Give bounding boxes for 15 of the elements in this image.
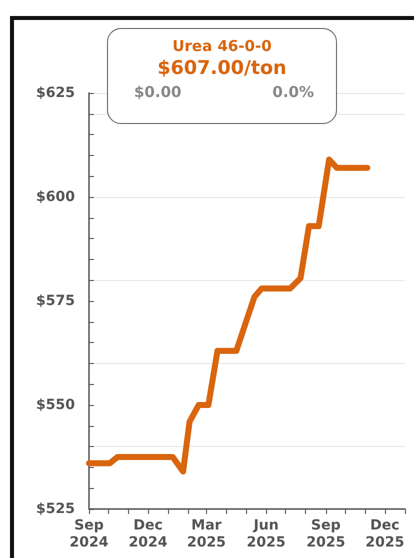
y-tick-label: $575 [36, 293, 75, 309]
x-tick-label: Dec 2024 [128, 518, 168, 550]
x-tick-label: Mar 2025 [186, 518, 226, 550]
x-tick-label: Jun 2025 [246, 518, 286, 550]
x-tick-label: Dec 2025 [365, 518, 404, 550]
y-tick-label: $525 [36, 501, 75, 517]
chart-subtitle: $607.00/ton [156, 57, 288, 79]
y-tick-label: $625 [36, 85, 75, 101]
x-tick-label: Sep 2025 [306, 518, 346, 550]
annotation: $0.00 [134, 83, 182, 101]
x-tick-label: Sep 2024 [70, 518, 109, 550]
y-tick-label: $600 [36, 189, 76, 205]
annotation: 0.0% [272, 83, 314, 101]
chart-title: Urea 46-0-0 [171, 37, 273, 55]
y-tick-label: $550 [36, 397, 76, 413]
